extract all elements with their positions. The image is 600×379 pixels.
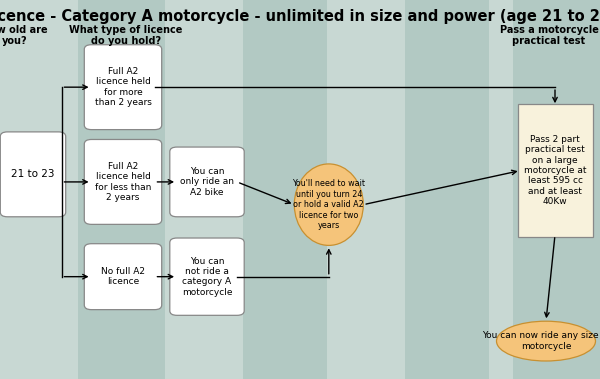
Text: How old are
you?: How old are you? [0, 25, 48, 46]
Text: You can now ride any size of
motorcycle: You can now ride any size of motorcycle [482, 331, 600, 351]
FancyBboxPatch shape [0, 132, 66, 217]
FancyBboxPatch shape [405, 0, 489, 379]
Ellipse shape [295, 164, 364, 246]
FancyBboxPatch shape [170, 147, 244, 217]
Text: You'll need to wait
until you turn 24
or hold a valid A2
licence for two
years: You'll need to wait until you turn 24 or… [292, 179, 365, 230]
Text: You can
only ride an
A2 bike: You can only ride an A2 bike [180, 167, 234, 197]
Ellipse shape [497, 321, 595, 361]
Text: Full A2
licence held
for less than
2 years: Full A2 licence held for less than 2 yea… [95, 162, 151, 202]
FancyBboxPatch shape [517, 104, 593, 237]
Text: Pass a motorcycle
practical test: Pass a motorcycle practical test [500, 25, 598, 46]
Text: 21 to 23: 21 to 23 [11, 169, 55, 179]
Text: What type of licence
do you hold?: What type of licence do you hold? [70, 25, 182, 46]
FancyBboxPatch shape [84, 139, 162, 224]
FancyBboxPatch shape [84, 45, 162, 130]
Text: Pass 2 part
practical test
on a large
motorcycle at
least 595 cc
and at least
40: Pass 2 part practical test on a large mo… [524, 135, 586, 206]
FancyBboxPatch shape [243, 0, 327, 379]
Text: You can
not ride a
category A
motorcycle: You can not ride a category A motorcycle [182, 257, 232, 297]
FancyBboxPatch shape [78, 0, 165, 379]
Text: Licence - Category A motorcycle - unlimited in size and power (age 21 to 23): Licence - Category A motorcycle - unlimi… [0, 9, 600, 25]
FancyBboxPatch shape [84, 244, 162, 310]
FancyBboxPatch shape [513, 0, 600, 379]
Text: Full A2
licence held
for more
than 2 years: Full A2 licence held for more than 2 yea… [95, 67, 151, 107]
Text: No full A2
licence: No full A2 licence [101, 267, 145, 287]
FancyBboxPatch shape [170, 238, 244, 315]
